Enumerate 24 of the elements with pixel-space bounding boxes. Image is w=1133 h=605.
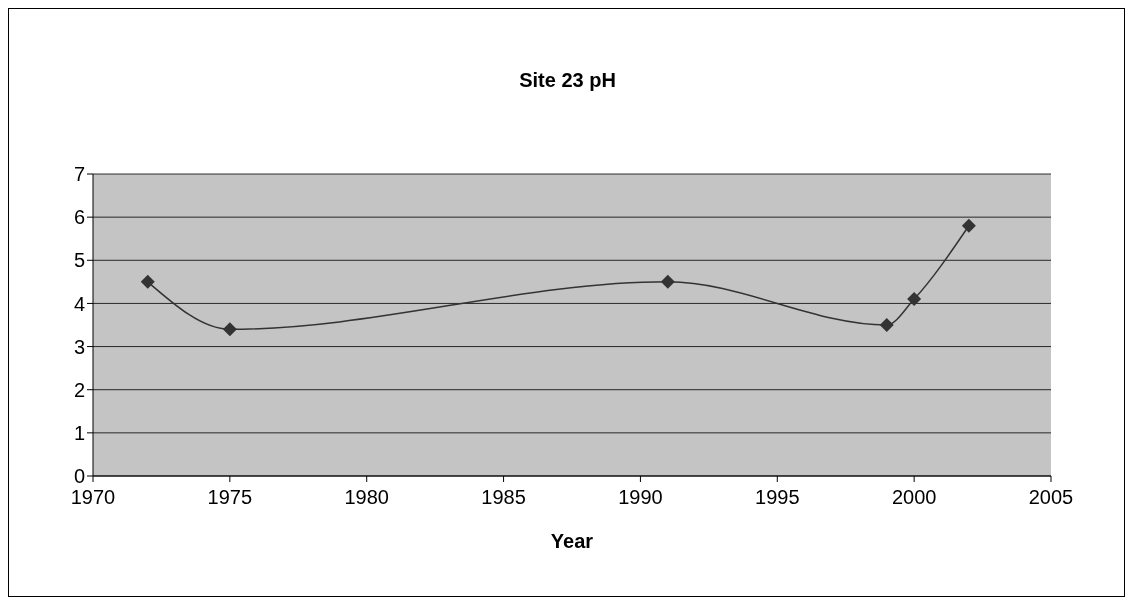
x-tick-label: 1990 — [618, 486, 663, 509]
x-tick-label: 1975 — [207, 486, 253, 509]
y-tick-label: 5 — [73, 249, 85, 272]
x-tick-label: 1985 — [481, 486, 526, 509]
x-tick-label: 1970 — [70, 486, 116, 509]
x-tick-label: 2005 — [1028, 486, 1074, 509]
y-tick-label: 1 — [73, 421, 85, 444]
point — [222, 322, 237, 337]
x-axis-title: Year — [550, 530, 594, 552]
x-tick-label: 1995 — [755, 486, 800, 509]
point — [879, 318, 894, 332]
y-tick-label: 0 — [73, 465, 85, 488]
y-tick-label: 4 — [73, 292, 85, 315]
y-tick-label: 7 — [73, 163, 85, 186]
point — [907, 292, 922, 307]
point — [140, 274, 155, 289]
point — [660, 274, 675, 289]
x-tick-label: 1980 — [344, 486, 389, 509]
x-tick-label: 2000 — [891, 486, 937, 509]
chart-title: Site 23 pH — [518, 69, 617, 92]
y-tick-label: 6 — [73, 206, 85, 229]
y-tick-label: 3 — [73, 335, 85, 358]
y-tick-label: 2 — [73, 378, 85, 401]
point — [961, 218, 976, 233]
